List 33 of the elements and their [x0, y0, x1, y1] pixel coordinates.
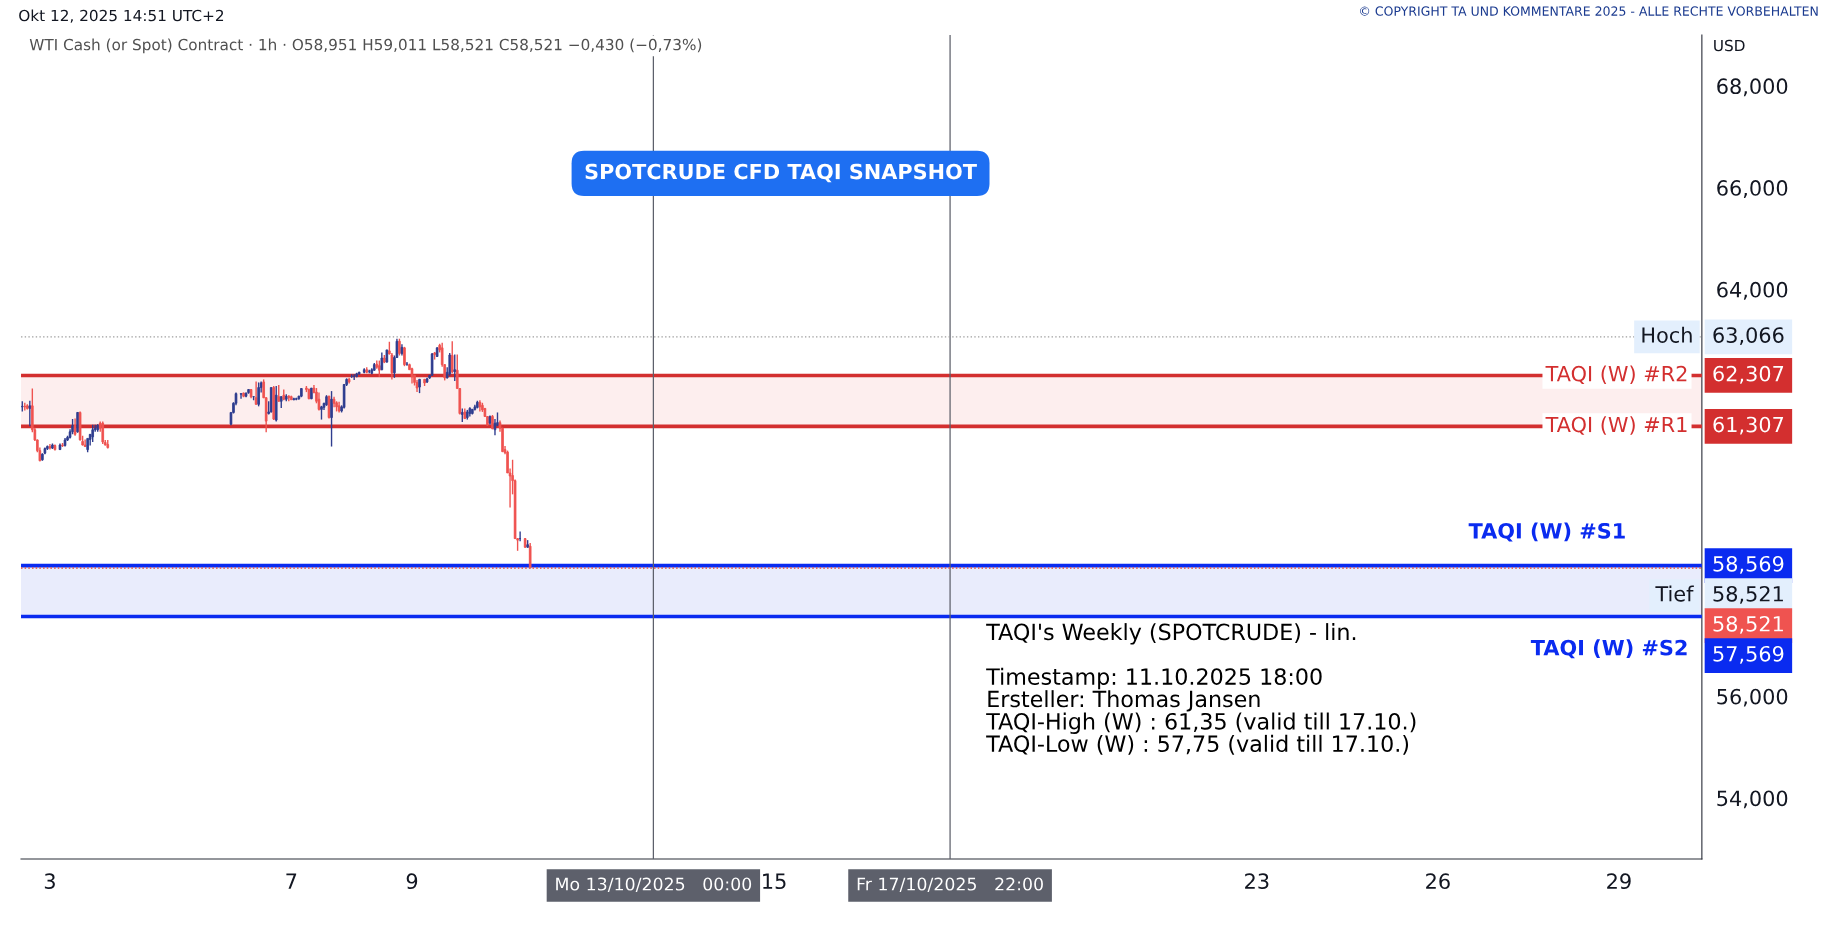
- ref-line-label: TAQI (W) #R2: [1545, 365, 1687, 384]
- text: © COPYRIGHT TA UND KOMMENTARE 2025 - ALLE RECHTE VORBEHALTEN: [1360, 6, 1818, 16]
- x-tick-label: 29: [1607, 873, 1631, 890]
- text: 58,521: [1713, 615, 1783, 634]
- y-axis-title: USD: [1714, 39, 1745, 52]
- text: 63,066: [1713, 327, 1784, 346]
- y-tick-label: 56,000: [1717, 688, 1788, 707]
- y-tick-label: 54,000: [1717, 790, 1788, 809]
- legend-label: TAQI (W) #S2: [1530, 639, 1687, 659]
- text: 58,569: [1713, 555, 1784, 574]
- ref-line-label: Tief: [1655, 585, 1694, 602]
- x-tick-label: 15: [763, 873, 786, 890]
- ref-line-label: Fr 17/10/2025 22:00: [857, 877, 1043, 892]
- ref-line-label: TAQI (W) #R1: [1545, 416, 1687, 435]
- ref-line-label: Hoch: [1642, 326, 1692, 343]
- text: SPOTCRUDE CFD TAQI SNAPSHOT: [585, 163, 977, 183]
- text: 57,569: [1713, 645, 1784, 664]
- y-tick-label: 64,000: [1717, 281, 1788, 300]
- text: 61,307: [1713, 416, 1784, 435]
- text: 58,521: [1713, 585, 1783, 604]
- chart-subtitle: WTI Cash (or Spot) Contract · 1h · O58,951 H59,011 L58,521 C58,521 −0,430 (−0,73%): [29, 38, 702, 54]
- ref-line-label: Mo 13/10/2025 00:00: [556, 877, 752, 892]
- x-tick-label: 23: [1245, 873, 1269, 890]
- text: Okt 12, 2025 14:51 UTC+2: [19, 9, 224, 23]
- x-tick-label: 3: [44, 873, 55, 890]
- annotation: TAQI's Weekly (SPOTCRUDE) - lin. Timestamp: 11.10.2025 18:00 Ersteller: Thomas Jansen TAQI-High (W) : 61,35 (valid till 17.10.) TAQI-Low (W) : 57,75 (valid till 17.10.): [986, 623, 1416, 755]
- x-tick-label: 7: [286, 873, 297, 889]
- x-tick-label: 26: [1426, 873, 1450, 890]
- text: 62,307: [1713, 365, 1784, 384]
- y-tick-label: 68,000: [1717, 78, 1788, 97]
- ref-line-label: TAQI (W) #S1: [1468, 522, 1625, 542]
- x-tick-label: 9: [406, 873, 418, 890]
- y-tick-label: 66,000: [1717, 180, 1788, 198]
